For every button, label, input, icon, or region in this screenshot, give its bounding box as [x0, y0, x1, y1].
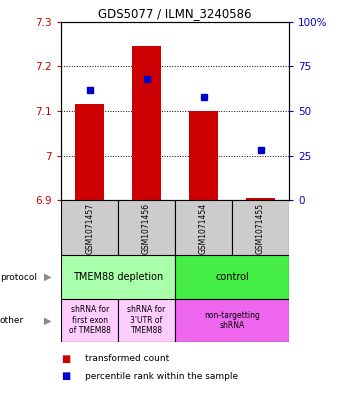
Bar — [118, 299, 175, 342]
Bar — [118, 200, 175, 255]
Bar — [61, 255, 175, 299]
Bar — [246, 198, 275, 200]
Bar — [175, 200, 232, 255]
Text: protocol: protocol — [0, 273, 37, 281]
Bar — [175, 299, 289, 342]
Bar — [61, 200, 118, 255]
Text: ■: ■ — [61, 371, 70, 381]
Text: GSM1071456: GSM1071456 — [142, 202, 151, 253]
Bar — [175, 255, 289, 299]
Text: other: other — [0, 316, 24, 325]
Text: shRNA for
3'UTR of
TMEM88: shRNA for 3'UTR of TMEM88 — [128, 305, 166, 335]
Text: transformed count: transformed count — [85, 354, 169, 363]
Text: GSM1071455: GSM1071455 — [256, 202, 265, 253]
Bar — [232, 200, 289, 255]
Text: TMEM88 depletion: TMEM88 depletion — [73, 272, 163, 282]
Text: ▶: ▶ — [44, 315, 52, 325]
Bar — [132, 46, 161, 200]
Text: GSM1071454: GSM1071454 — [199, 202, 208, 253]
Bar — [61, 299, 118, 342]
Text: non-targetting
shRNA: non-targetting shRNA — [204, 310, 260, 330]
Text: shRNA for
first exon
of TMEM88: shRNA for first exon of TMEM88 — [69, 305, 110, 335]
Bar — [75, 104, 104, 200]
Text: ▶: ▶ — [44, 272, 52, 282]
Text: GSM1071457: GSM1071457 — [85, 202, 94, 253]
Title: GDS5077 / ILMN_3240586: GDS5077 / ILMN_3240586 — [98, 7, 252, 20]
Bar — [189, 111, 218, 200]
Text: control: control — [215, 272, 249, 282]
Text: ■: ■ — [61, 354, 70, 364]
Text: percentile rank within the sample: percentile rank within the sample — [85, 372, 238, 381]
